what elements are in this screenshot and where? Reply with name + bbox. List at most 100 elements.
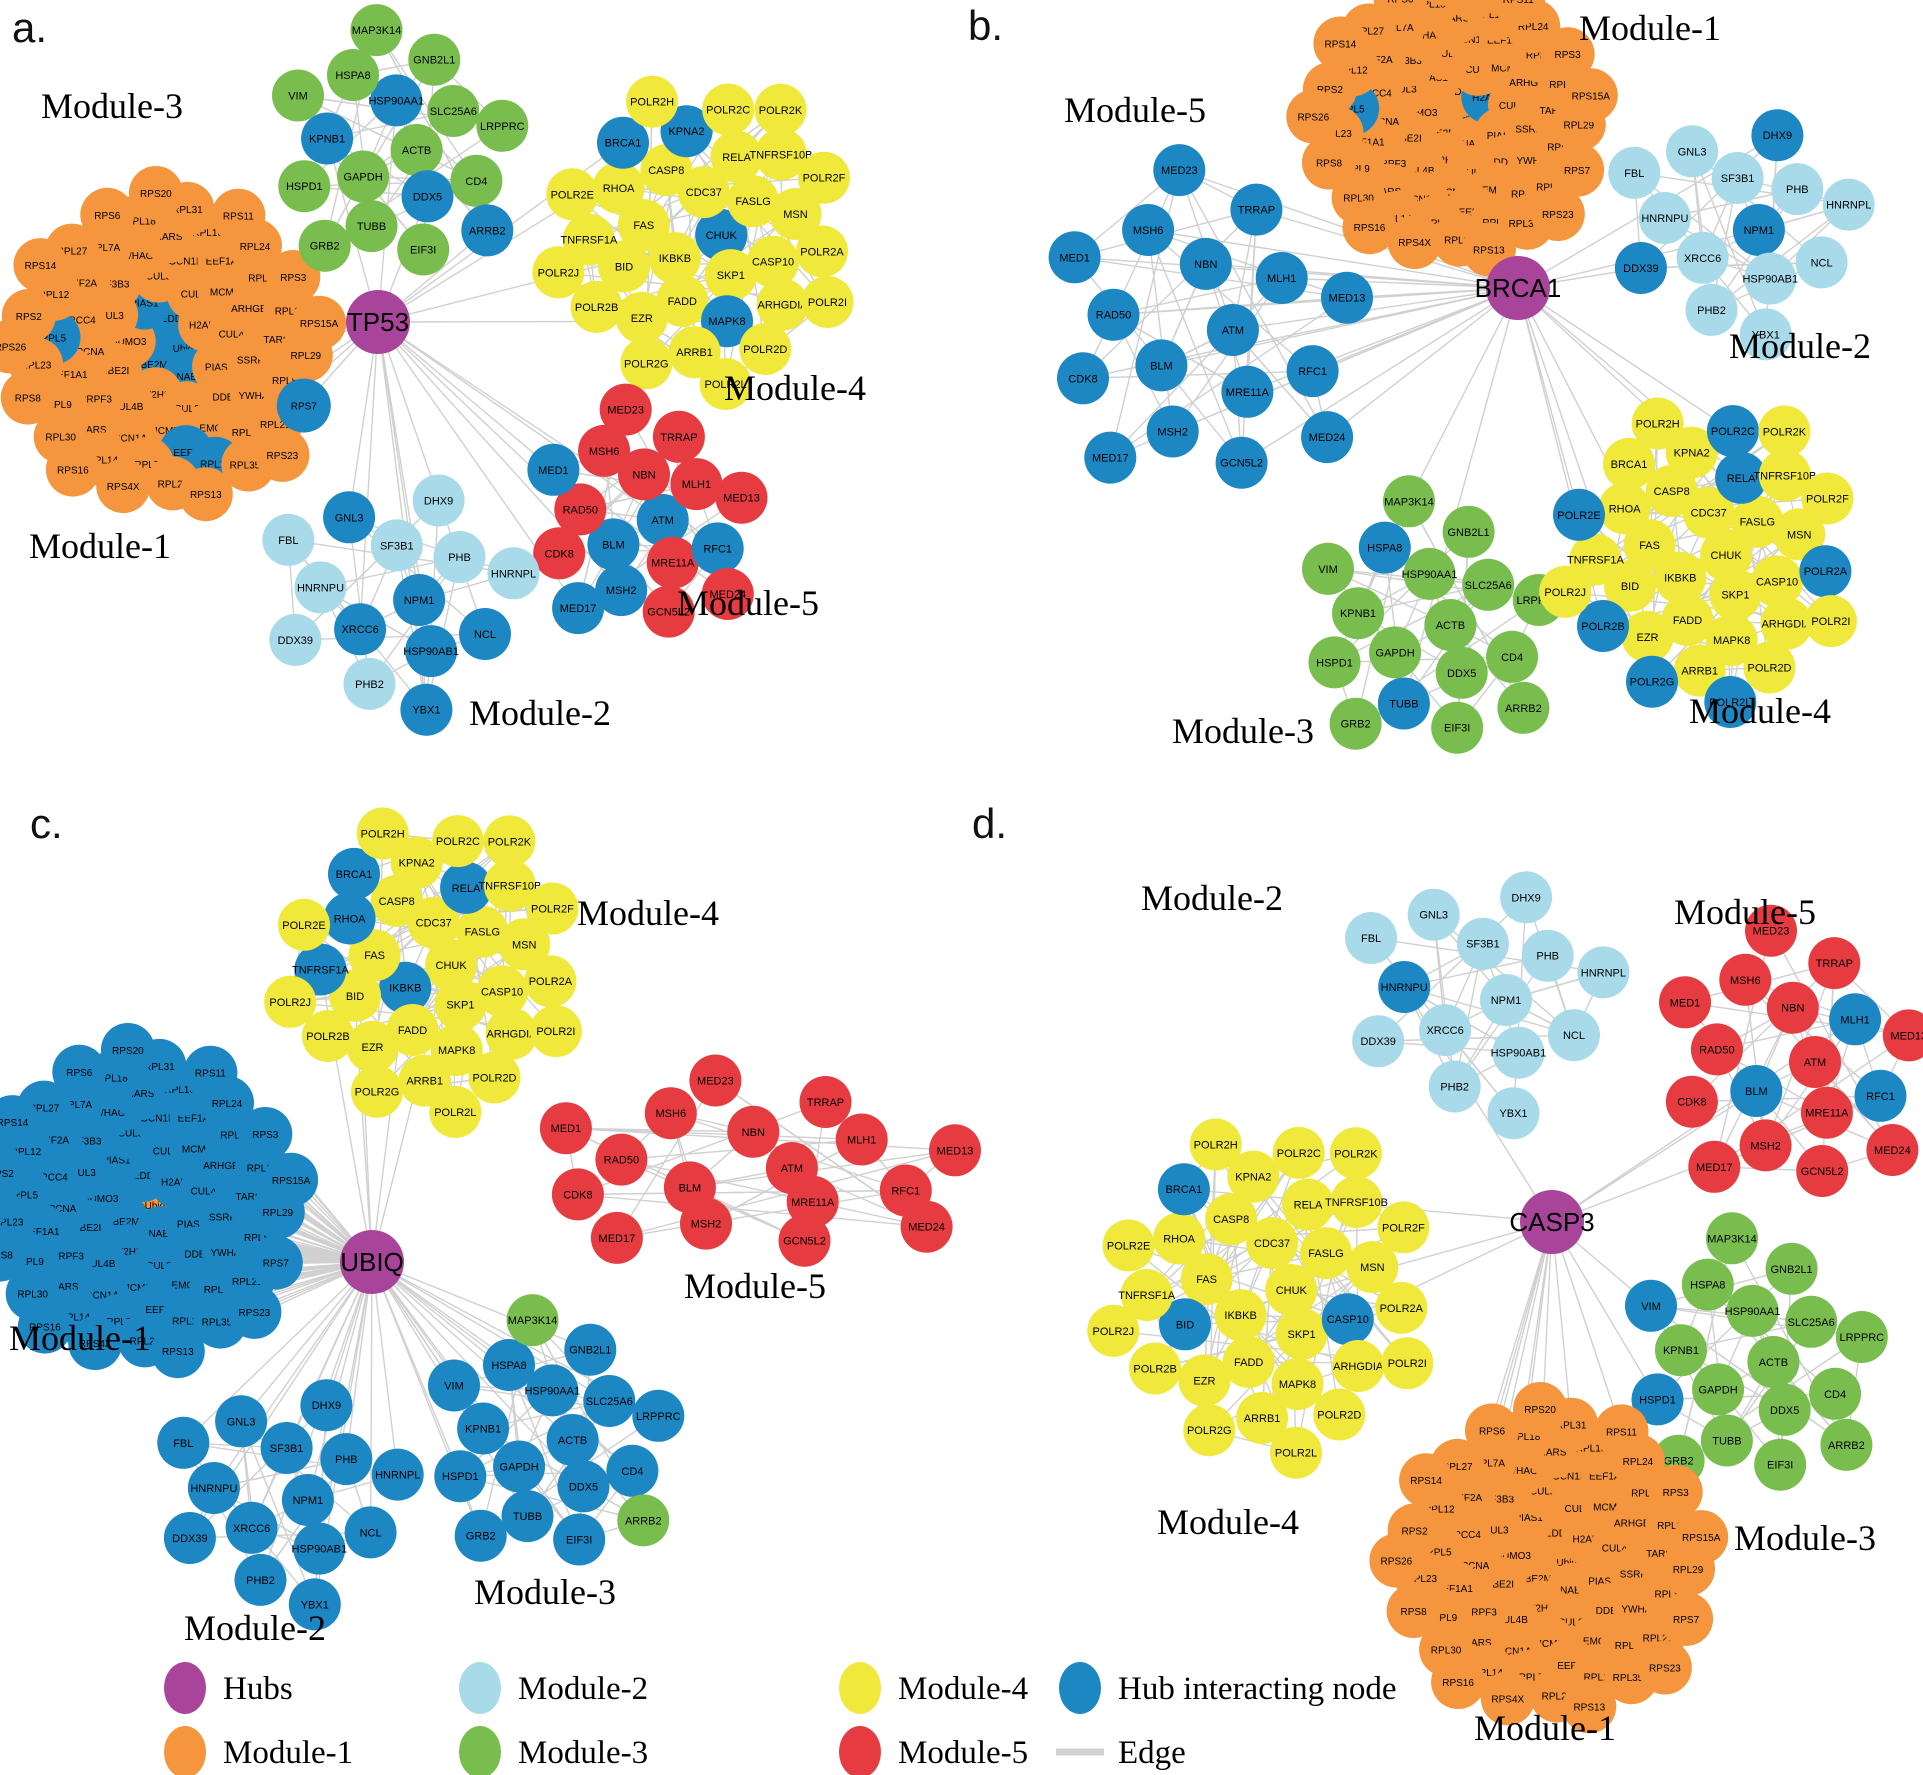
gene-node[interactable] (344, 1506, 397, 1559)
gene-node[interactable] (1626, 655, 1678, 708)
gene-node[interactable] (1378, 961, 1431, 1013)
gene-node[interactable] (456, 905, 509, 958)
gene-node[interactable] (533, 527, 586, 580)
gene-node[interactable] (564, 1323, 617, 1376)
gene-node[interactable] (1129, 1342, 1182, 1395)
gene-node[interactable] (1377, 677, 1430, 730)
gene-node[interactable] (1685, 283, 1738, 336)
gene-node[interactable] (397, 223, 450, 276)
gene-node[interactable] (656, 274, 709, 327)
gene-node[interactable] (702, 83, 755, 136)
gene-node[interactable] (1286, 345, 1339, 398)
gene-node[interactable] (343, 657, 396, 710)
gene-node[interactable] (1282, 1178, 1334, 1231)
gene-node[interactable] (292, 295, 347, 350)
gene-node[interactable] (300, 1379, 353, 1432)
gene-node[interactable] (526, 1364, 579, 1417)
gene-node[interactable] (1659, 976, 1711, 1029)
gene-node[interactable] (1666, 125, 1719, 178)
gene-node[interactable] (1638, 192, 1691, 244)
gene-node[interactable] (1614, 242, 1667, 294)
gene-node[interactable] (0, 1095, 40, 1150)
gene-node[interactable] (1275, 1307, 1328, 1360)
gene-node[interactable] (1709, 568, 1762, 621)
gene-node[interactable] (302, 1010, 354, 1062)
gene-node[interactable] (1179, 237, 1232, 290)
gene-node[interactable] (1631, 1373, 1684, 1426)
gene-node[interactable] (1743, 641, 1796, 694)
gene-node[interactable] (1424, 599, 1477, 651)
gene-node[interactable] (680, 1197, 732, 1250)
gene-node[interactable] (1521, 929, 1574, 982)
gene-node[interactable] (1692, 1363, 1745, 1416)
gene-node[interactable] (281, 1474, 334, 1526)
gene-node[interactable] (1221, 365, 1274, 418)
gene-node[interactable] (1882, 1009, 1923, 1062)
gene-node[interactable] (1153, 144, 1206, 197)
gene-node[interactable] (1795, 236, 1848, 289)
gene-node[interactable] (501, 1490, 554, 1543)
gene-node[interactable] (1659, 1591, 1714, 1646)
gene-node[interactable] (461, 204, 514, 257)
gene-node[interactable] (1608, 146, 1661, 199)
gene-node[interactable] (1102, 1219, 1155, 1272)
gene-node[interactable] (1442, 505, 1495, 558)
gene-node[interactable] (1513, 1382, 1568, 1436)
gene-node[interactable] (476, 99, 529, 152)
gene-node[interactable] (1808, 937, 1861, 990)
gene-node[interactable] (1302, 542, 1354, 595)
gene-node[interactable] (646, 536, 699, 589)
gene-node[interactable] (1286, 89, 1341, 144)
gene-node[interactable] (260, 1422, 313, 1474)
gene-node[interactable] (405, 625, 458, 678)
gene-node[interactable] (183, 1045, 238, 1100)
gene-node[interactable] (583, 1375, 636, 1427)
gene-node[interactable] (636, 494, 689, 546)
gene-node[interactable] (1594, 1404, 1649, 1459)
gene-node[interactable] (1375, 1281, 1428, 1334)
gene-node[interactable] (739, 323, 792, 375)
gene-node[interactable] (485, 1007, 538, 1060)
gene-node[interactable] (1625, 1279, 1677, 1332)
gene-node[interactable] (278, 898, 330, 951)
gene-node[interactable] (1480, 1671, 1535, 1726)
gene-node[interactable] (640, 144, 693, 197)
gene-node[interactable] (1820, 1418, 1873, 1471)
gene-node[interactable] (1431, 1655, 1486, 1709)
gene-node[interactable] (1771, 163, 1824, 216)
gene-node[interactable] (425, 939, 478, 991)
gene-node[interactable] (1562, 1679, 1617, 1734)
gene-node[interactable] (163, 1512, 216, 1564)
gene-node[interactable] (1255, 252, 1308, 304)
gene-node[interactable] (1358, 521, 1411, 574)
gene-node[interactable] (1731, 495, 1784, 548)
gene-node[interactable] (553, 1513, 606, 1566)
gene-node[interactable] (578, 424, 631, 477)
gene-node[interactable] (301, 112, 354, 165)
gene-node[interactable] (1799, 545, 1852, 598)
gene-node[interactable] (1087, 288, 1140, 341)
gene-node[interactable] (562, 213, 615, 266)
gene-node[interactable] (756, 278, 809, 331)
gene-node[interactable] (1530, 187, 1585, 241)
gene-node[interactable] (835, 1113, 888, 1166)
gene-node[interactable] (1313, 1388, 1366, 1441)
gene-node[interactable] (1637, 1640, 1692, 1695)
gene-node[interactable] (348, 929, 401, 982)
gene-node[interactable] (1180, 1253, 1233, 1306)
gene-node[interactable] (234, 1553, 287, 1606)
gene-node[interactable] (483, 815, 536, 868)
gene-node[interactable] (1492, 1026, 1545, 1079)
gene-node[interactable] (1730, 1065, 1783, 1117)
gene-node[interactable] (618, 448, 670, 501)
gene-node[interactable] (1809, 1367, 1862, 1420)
gene-node[interactable] (1688, 1140, 1741, 1193)
gene-node[interactable] (546, 1414, 599, 1466)
gene-node[interactable] (1715, 451, 1768, 504)
gene-node[interactable] (187, 1462, 240, 1514)
gene-node[interactable] (476, 965, 529, 1018)
gene-node[interactable] (1342, 200, 1397, 255)
gene-node[interactable] (1330, 1176, 1383, 1228)
gene-node[interactable] (1215, 436, 1268, 489)
gene-node[interactable] (1866, 1124, 1919, 1176)
